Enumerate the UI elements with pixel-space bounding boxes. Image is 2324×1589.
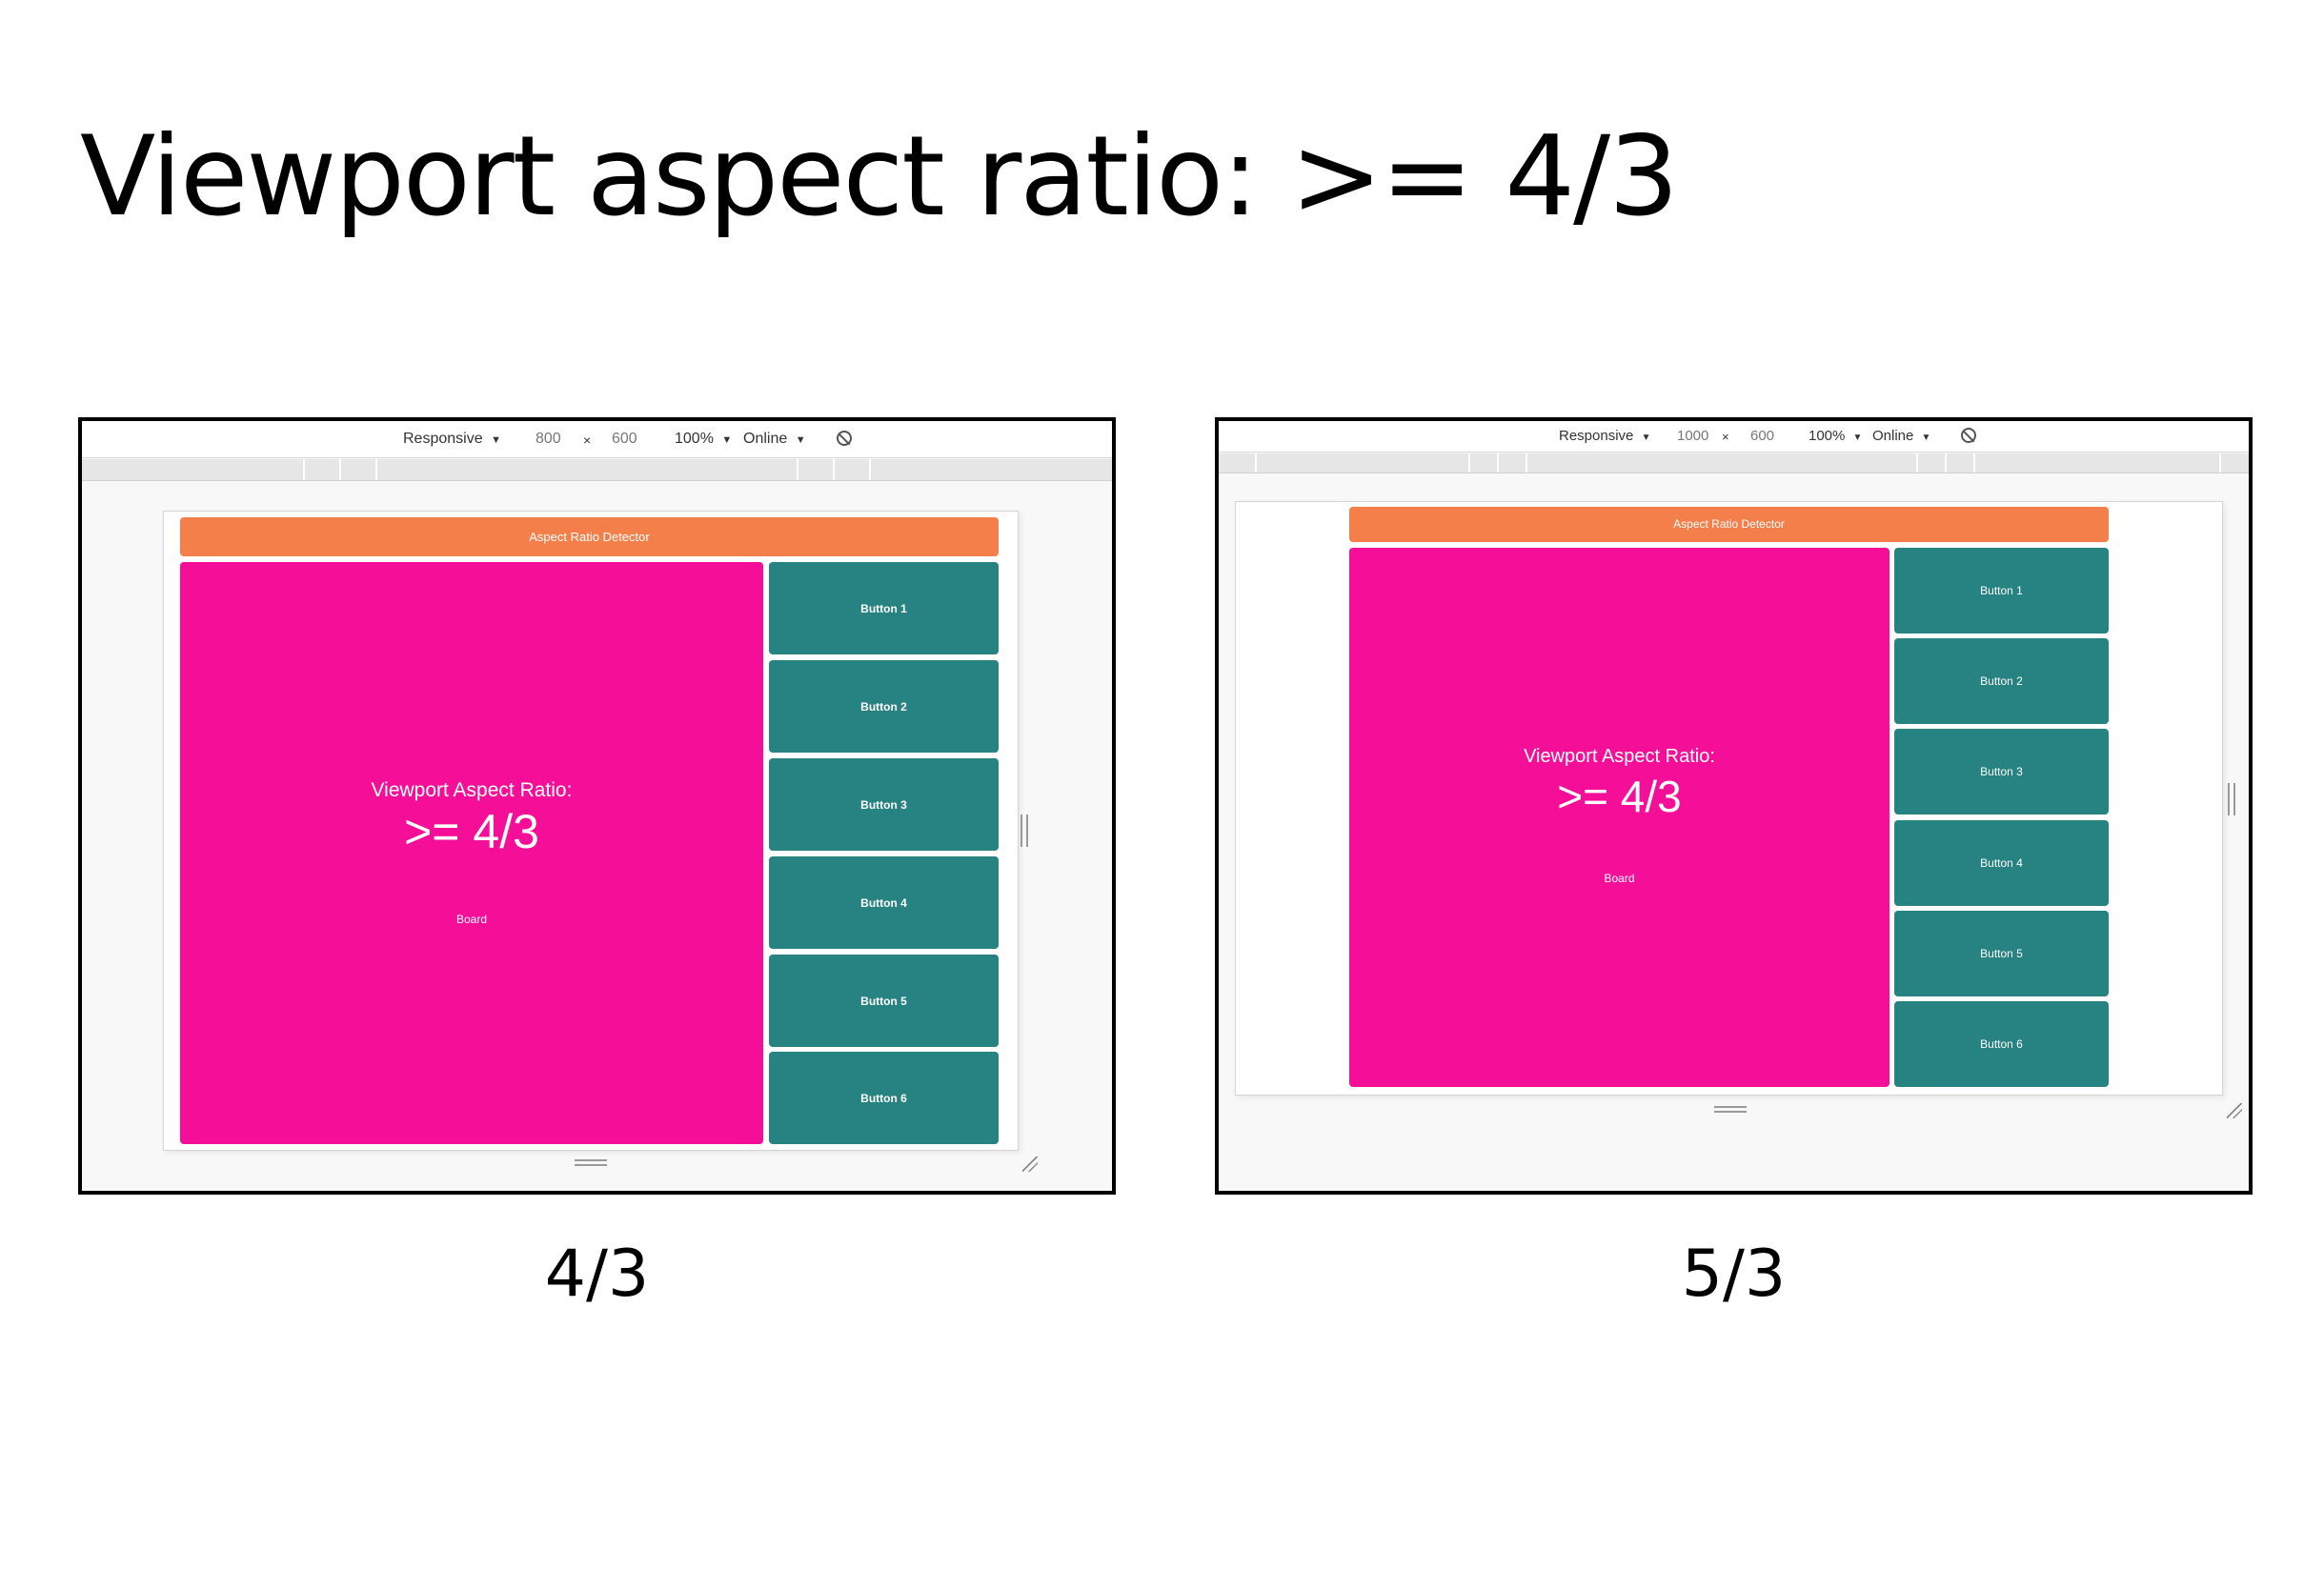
button-5[interactable]: Button 5: [1894, 911, 2109, 996]
chevron-down-icon: ▼: [1852, 432, 1863, 443]
resize-handle-bottom[interactable]: [575, 1159, 607, 1166]
media-query-bar[interactable]: [1219, 453, 2249, 473]
aspect-ratio-label: Viewport Aspect Ratio:: [371, 779, 573, 801]
button-1[interactable]: Button 1: [769, 562, 999, 654]
button-1[interactable]: Button 1: [1894, 548, 2109, 634]
button-5[interactable]: Button 5: [769, 955, 999, 1047]
button-2[interactable]: Button 2: [769, 660, 999, 753]
device-viewport: Aspect Ratio Detector Viewport Aspect Ra…: [163, 511, 1019, 1151]
button-6[interactable]: Button 6: [1894, 1001, 2109, 1087]
page-title: Viewport aspect ratio: >= 4/3: [80, 112, 1679, 241]
resize-corner-icon[interactable]: [1022, 1157, 1038, 1172]
chevron-down-icon: ▼: [1921, 432, 1931, 443]
button-4[interactable]: Button 4: [769, 856, 999, 949]
aspect-ratio-label: Viewport Aspect Ratio:: [1524, 746, 1715, 767]
height-input[interactable]: 600: [1750, 428, 1775, 444]
media-query-bar[interactable]: [82, 459, 1112, 481]
button-2[interactable]: Button 2: [1894, 638, 2109, 724]
devtools-device-toolbar: Responsive ▼ 1000 × 600 100% ▼ Online ▼: [1219, 421, 2249, 453]
rotate-icon[interactable]: [1961, 428, 1976, 443]
device-viewport: Aspect Ratio Detector Viewport Aspect Ra…: [1235, 501, 2223, 1096]
resize-handle-right[interactable]: [2228, 783, 2235, 815]
chevron-down-icon: ▼: [721, 434, 733, 446]
zoom-select[interactable]: 100% ▼: [1809, 428, 1863, 444]
board-label: Board: [1604, 872, 1635, 885]
button-3[interactable]: Button 3: [769, 758, 999, 851]
app-header: Aspect Ratio Detector: [180, 517, 999, 556]
button-6[interactable]: Button 6: [769, 1052, 999, 1144]
chevron-down-icon: ▼: [1641, 432, 1651, 443]
rotate-icon[interactable]: [837, 431, 852, 446]
times-icon: ×: [583, 432, 592, 448]
height-input[interactable]: 600: [612, 431, 637, 447]
button-3[interactable]: Button 3: [1894, 729, 2109, 815]
board: Viewport Aspect Ratio: >= 4/3 Board: [1349, 548, 1890, 1087]
device-select[interactable]: Responsive ▼: [403, 431, 501, 447]
board-label: Board: [455, 913, 488, 926]
caption-left: 4/3: [544, 1237, 650, 1312]
network-select[interactable]: Online ▼: [743, 431, 806, 447]
button-4[interactable]: Button 4: [1894, 820, 2109, 906]
resize-handle-bottom[interactable]: [1714, 1106, 1747, 1113]
times-icon: ×: [1722, 430, 1729, 444]
aspect-ratio-value: >= 4/3: [404, 805, 539, 858]
caption-right: 5/3: [1681, 1237, 1787, 1312]
width-input[interactable]: 800: [536, 431, 561, 447]
resize-handle-right[interactable]: [1021, 815, 1028, 847]
board: Viewport Aspect Ratio: >= 4/3 Board: [180, 562, 763, 1144]
aspect-ratio-value: >= 4/3: [1557, 772, 1682, 821]
network-select[interactable]: Online ▼: [1872, 428, 1931, 444]
device-select[interactable]: Responsive ▼: [1559, 428, 1651, 444]
devtools-device-toolbar: Responsive ▼ 800 × 600 100% ▼ Online ▼: [82, 421, 1112, 458]
app-header: Aspect Ratio Detector: [1349, 507, 2109, 542]
zoom-select[interactable]: 100% ▼: [675, 431, 733, 447]
resize-corner-icon[interactable]: [2227, 1103, 2242, 1118]
chevron-down-icon: ▼: [795, 434, 806, 446]
devtools-screenshot-5-3: Responsive ▼ 1000 × 600 100% ▼ Online ▼ …: [1215, 417, 2253, 1195]
chevron-down-icon: ▼: [491, 434, 501, 446]
width-input[interactable]: 1000: [1677, 428, 1709, 444]
devtools-screenshot-4-3: Responsive ▼ 800 × 600 100% ▼ Online ▼ A…: [78, 417, 1116, 1195]
